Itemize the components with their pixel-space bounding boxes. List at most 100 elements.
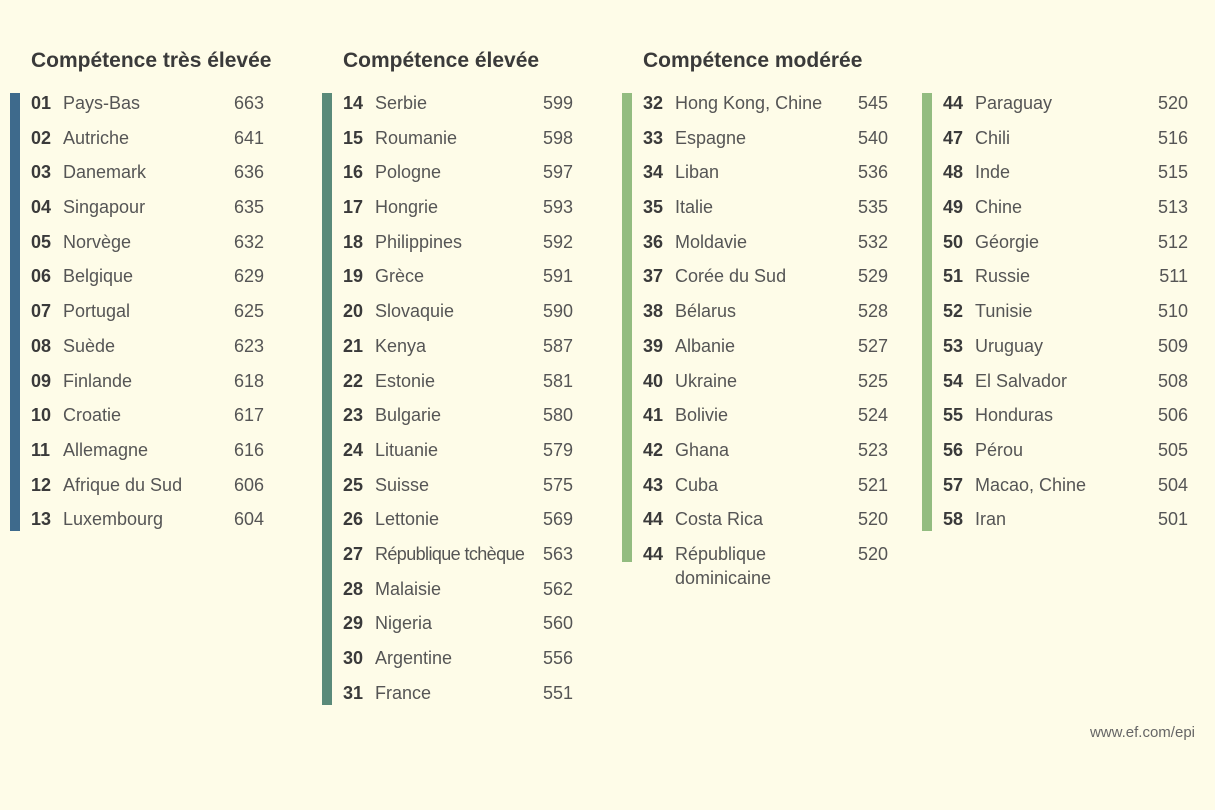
score: 616	[233, 439, 264, 460]
rank: 53	[943, 335, 964, 356]
rank: 31	[343, 682, 364, 703]
country-name: Allemagne	[63, 439, 149, 460]
score: 506	[1157, 405, 1188, 426]
rank: 13	[31, 509, 52, 530]
rank: 10	[31, 405, 52, 426]
score: 593	[542, 197, 573, 218]
score: 575	[542, 474, 573, 495]
score: 527	[857, 335, 888, 356]
rank: 17	[343, 197, 364, 218]
country-name: Portugal	[63, 301, 131, 322]
country-name: Honduras	[975, 405, 1054, 426]
score: 663	[233, 93, 264, 113]
score: 505	[1157, 439, 1188, 460]
score: 528	[857, 301, 888, 322]
country-name: Ukraine	[675, 370, 738, 391]
country-name: République tchèque	[375, 543, 525, 564]
country-name: Espagne	[675, 127, 747, 148]
score: 515	[1157, 162, 1188, 183]
source-url: www.ef.com/epi	[1089, 724, 1195, 741]
heading-very-high: Compétence très élevée	[31, 49, 272, 72]
rank: 15	[343, 127, 364, 148]
rank: 24	[343, 439, 364, 460]
rank: 18	[343, 231, 364, 252]
rank: 06	[31, 266, 52, 287]
country-name: Slovaquie	[375, 301, 455, 322]
rank: 49	[943, 197, 964, 218]
country-name: Pays-Bas	[63, 93, 141, 113]
group-bar-moderate	[622, 93, 632, 562]
score: 520	[857, 509, 888, 530]
rank: 34	[643, 162, 664, 183]
rank: 23	[343, 405, 364, 426]
score: 625	[233, 301, 264, 322]
country-name: Uruguay	[975, 335, 1044, 356]
country-name: Chili	[975, 127, 1011, 148]
score: 562	[542, 578, 573, 599]
country-name: Corée du Sud	[675, 266, 787, 287]
rank: 40	[643, 370, 664, 391]
rank: 14	[343, 93, 364, 113]
group-bar-very-high	[10, 93, 20, 531]
rank: 48	[943, 162, 964, 183]
score: 606	[233, 474, 264, 495]
score: 532	[857, 231, 888, 252]
rank: 26	[343, 509, 364, 530]
rank: 03	[31, 162, 52, 183]
score: 516	[1157, 127, 1188, 148]
country-name: Pérou	[975, 439, 1024, 460]
score: 636	[233, 162, 264, 183]
country-name: Danemark	[63, 162, 147, 183]
score: 545	[857, 93, 888, 113]
rank: 25	[343, 474, 364, 495]
score: 632	[233, 231, 264, 252]
country-name: Bolivie	[675, 405, 729, 426]
country-name: France	[375, 682, 432, 703]
score: 604	[233, 509, 264, 530]
score: 599	[542, 93, 573, 113]
country-name: Albanie	[675, 335, 736, 356]
rank: 05	[31, 231, 52, 252]
rank: 27	[343, 543, 364, 564]
rank: 42	[643, 439, 664, 460]
country-name: Cuba	[675, 474, 719, 495]
country-name: Liban	[675, 162, 720, 183]
rank: 35	[643, 197, 664, 218]
country-name: Nigeria	[375, 613, 433, 634]
rank: 36	[643, 231, 664, 252]
rank: 55	[943, 405, 964, 426]
score: 617	[233, 405, 264, 426]
score: 635	[233, 197, 264, 218]
rank: 12	[31, 474, 52, 495]
score: 524	[857, 405, 888, 426]
score: 504	[1157, 474, 1188, 495]
score: 520	[1157, 93, 1188, 113]
country-name: Ghana	[675, 439, 730, 460]
country-name: Suède	[63, 335, 116, 356]
score: 510	[1157, 301, 1188, 322]
country-name: Estonie	[375, 370, 436, 391]
rank: 39	[643, 335, 664, 356]
rank: 02	[31, 127, 52, 148]
country-name: République dominicaine	[675, 543, 772, 588]
country-name: Philippines	[375, 231, 463, 252]
country-name: Serbie	[375, 93, 428, 113]
country-name: Paraguay	[975, 93, 1053, 113]
rank: 54	[943, 370, 964, 391]
rank: 47	[943, 127, 964, 148]
country-name: Russie	[975, 266, 1031, 287]
country-name: Macao, Chine	[975, 474, 1087, 495]
score: 569	[542, 509, 573, 530]
rank: 57	[943, 474, 964, 495]
country-name: Croatie	[63, 405, 122, 426]
score: 540	[857, 127, 888, 148]
score: 525	[857, 370, 888, 391]
score: 535	[857, 197, 888, 218]
rank: 22	[343, 370, 364, 391]
country-name: Inde	[975, 162, 1011, 183]
score: 591	[542, 266, 573, 287]
score: 618	[233, 370, 264, 391]
rank: 52	[943, 301, 964, 322]
country-name: Grèce	[375, 266, 425, 287]
country-name: Iran	[975, 509, 1007, 530]
